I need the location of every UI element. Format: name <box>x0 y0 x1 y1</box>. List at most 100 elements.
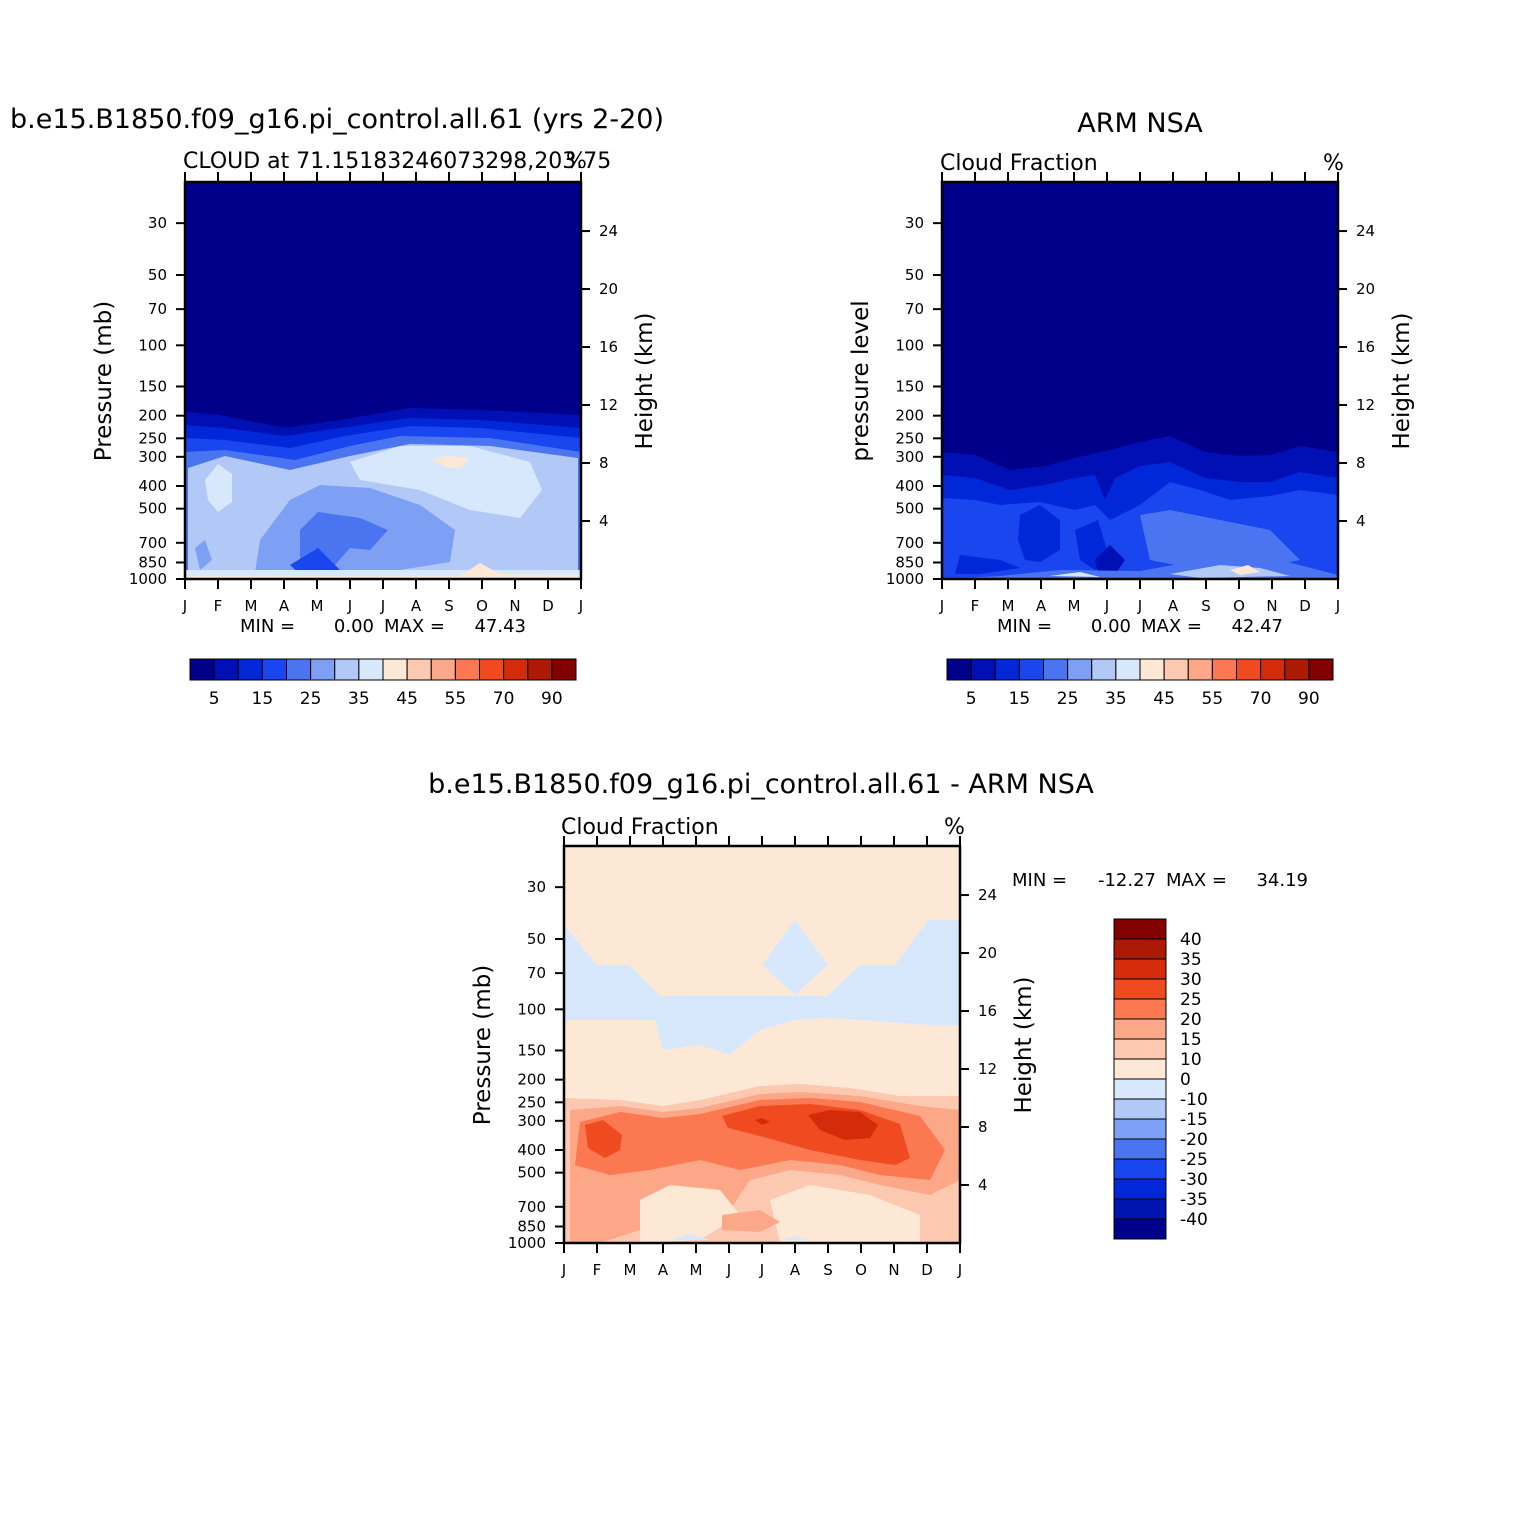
x-tick-label: F <box>971 597 980 615</box>
x-tick-label: S <box>444 597 454 615</box>
colorbar-label: 30 <box>1180 970 1202 990</box>
panel-diff: b.e15.B1850.f09_g16.pi_control.all.61 - … <box>428 769 1308 1279</box>
panel-diff-min-value: -12.27 <box>1098 870 1156 891</box>
y-right-tick-label: 4 <box>978 1176 988 1194</box>
y-tick-label: 500 <box>895 500 924 518</box>
contour-fill-level-9a <box>432 456 470 468</box>
colorbar-label: -10 <box>1180 1090 1208 1110</box>
colorbar-swatch <box>261 658 287 681</box>
y-tick-label: 250 <box>138 429 167 447</box>
contour-fill-level-pos-1c <box>770 1185 960 1243</box>
colorbar-swatch <box>1113 1058 1167 1080</box>
colorbar-swatch <box>1113 938 1167 960</box>
x-tick-label: O <box>855 1261 867 1279</box>
colorbar-swatch <box>454 658 480 681</box>
panel-model-min-label: MIN = <box>240 616 295 637</box>
y-right-tick-label: 12 <box>599 396 618 414</box>
y-tick-label: 300 <box>517 1112 546 1130</box>
panel-model-units: % <box>566 149 587 174</box>
y-tick-label: 250 <box>517 1093 546 1111</box>
y-tick-label: 50 <box>148 266 167 284</box>
colorbar-swatch <box>1260 658 1286 681</box>
panel-obs-colorbar: 5 15 25 35 45 55 70 90 <box>946 658 1334 709</box>
x-tick-label: J <box>1335 597 1340 615</box>
x-tick-label: J <box>347 597 352 615</box>
colorbar-label: 55 <box>1202 689 1224 709</box>
colorbar-label: 25 <box>1180 990 1202 1010</box>
y-tick-label: 50 <box>905 266 924 284</box>
contour-fill-level-5a <box>1140 510 1300 566</box>
panel-obs: ARM NSA Cloud Fraction % 305070100150200… <box>848 108 1415 709</box>
x-tick-label: J <box>1104 597 1109 615</box>
contour-fill-level-pos-3b <box>722 1210 780 1232</box>
y-tick-label: 100 <box>517 1000 546 1018</box>
y-tick-label: 1000 <box>129 570 167 588</box>
colorbar-swatch <box>970 658 996 681</box>
x-tick-label: A <box>279 597 290 615</box>
x-tick-label: F <box>214 597 223 615</box>
contour-fill-level-pos-2b <box>920 1212 960 1243</box>
x-tick-label: O <box>476 597 488 615</box>
panel-model-max-label: MAX = <box>384 616 445 637</box>
contour-fill-level-9 <box>1230 565 1260 575</box>
y-tick-label: 500 <box>138 500 167 518</box>
colorbar-label: 25 <box>1057 689 1079 709</box>
panel-obs-units: % <box>1323 151 1344 176</box>
colorbar-swatch <box>358 658 384 681</box>
colorbar-label: 25 <box>300 689 322 709</box>
y-right-tick-label: 8 <box>1356 454 1366 472</box>
colorbar-swatch <box>1067 658 1093 681</box>
colorbar-label: 70 <box>1250 689 1272 709</box>
panel-model-colorbar: 5 15 25 35 45 55 70 90 <box>189 658 577 709</box>
contour-fill-level-pos-5b <box>585 1120 622 1158</box>
colorbar-swatch <box>527 658 553 681</box>
x-tick-label: S <box>1201 597 1211 615</box>
x-tick-label: O <box>1233 597 1245 615</box>
contour-fill-level-neg-1a <box>564 920 960 1055</box>
x-tick-label: M <box>1002 597 1015 615</box>
x-tick-label: M <box>311 597 324 615</box>
x-tick-label: J <box>957 1261 962 1279</box>
y-tick-label: 500 <box>517 1164 546 1182</box>
colorbar-swatch <box>479 658 505 681</box>
colorbar-label: 15 <box>252 689 274 709</box>
colorbar-label: 10 <box>1180 1050 1202 1070</box>
colorbar-swatch <box>1236 658 1262 681</box>
colorbar-swatch <box>334 658 360 681</box>
colorbar-label: 0 <box>1180 1070 1191 1090</box>
colorbar-label: 5 <box>209 689 220 709</box>
panel-model-ylabel-right: Height (km) <box>632 312 658 449</box>
panel-diff-max-label: MAX = <box>1166 870 1227 891</box>
colorbar-swatch <box>1113 958 1167 980</box>
panel-diff-min-label: MIN = <box>1012 870 1067 891</box>
y-tick-label: 700 <box>895 534 924 552</box>
y-tick-label: 50 <box>527 930 546 948</box>
y-tick-label: 200 <box>895 407 924 425</box>
y-right-tick-label: 8 <box>599 454 609 472</box>
panel-obs-subtitle: Cloud Fraction <box>940 151 1098 176</box>
x-tick-label: A <box>411 597 422 615</box>
y-right-tick-label: 24 <box>978 886 997 904</box>
colorbar-swatch <box>946 658 972 681</box>
x-tick-label: J <box>1137 597 1142 615</box>
colorbar-swatch <box>1091 658 1117 681</box>
colorbar-label: -25 <box>1180 1150 1208 1170</box>
y-tick-label: 400 <box>895 477 924 495</box>
contour-fill-level-9b <box>185 563 581 579</box>
colorbar-swatch <box>1284 658 1310 681</box>
colorbar-swatch <box>1113 1178 1167 1200</box>
panel-obs-ylabel: pressure level <box>848 300 874 461</box>
colorbar-swatch <box>382 658 408 681</box>
colorbar-swatch <box>1113 918 1167 940</box>
x-tick-label: S <box>823 1261 833 1279</box>
x-tick-label: D <box>542 597 554 615</box>
contour-fill-level-neg-1d <box>780 1236 810 1240</box>
y-right-tick-label: 20 <box>599 280 618 298</box>
panel-diff-title: b.e15.B1850.f09_g16.pi_control.all.61 - … <box>428 769 1094 800</box>
colorbar-swatch <box>551 658 577 681</box>
colorbar-swatch <box>1018 658 1044 681</box>
panel-diff-contours <box>564 846 960 1243</box>
